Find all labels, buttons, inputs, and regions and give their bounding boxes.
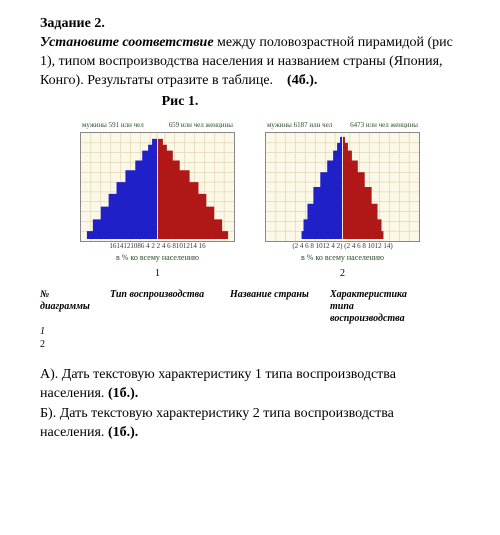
th2: Тип воспроизводства	[110, 289, 230, 325]
p1-female	[158, 139, 228, 239]
pyramid-1: мужины 591 илн чел 659 илн чел женцины 1…	[80, 121, 235, 280]
subtasks: А). Дать текстовую характеристику 1 типа…	[40, 366, 460, 444]
p1-male	[87, 139, 157, 239]
p1-num: 1	[80, 267, 235, 281]
table-header: № диаграммы Тип воспроизводства Название…	[40, 289, 460, 325]
task-b-pts: (1б.).	[108, 425, 138, 440]
p2-bottom: в % ко всему населению	[265, 253, 420, 264]
task-title: Задание 2.	[40, 15, 460, 34]
instr-bold: Установите соответствие	[40, 35, 214, 50]
th4-l2: типа	[330, 301, 440, 313]
figure-label: Рис 1.	[0, 93, 460, 112]
task-a: А). Дать текстовую характеристику 1 типа…	[40, 367, 396, 401]
th4-l1: Характеристика	[330, 289, 440, 301]
p2-top-right: 6473 илн чел женцины	[350, 121, 418, 130]
p1-canvas	[80, 132, 235, 242]
p1-bottom: в % ко всему населению	[80, 253, 235, 264]
p2-male	[302, 137, 342, 239]
pyramids-row: мужины 591 илн чел 659 илн чел женцины 1…	[40, 121, 460, 280]
p1-top-left: мужины 591 илн чел	[82, 121, 144, 130]
p1-top-right: 659 илн чел женцины	[169, 121, 233, 130]
table-row-1: 1	[40, 325, 460, 339]
th3: Название страны	[230, 289, 330, 325]
th4-l3: воспроизводства	[330, 313, 440, 325]
instruction: Установите соответствие между половозрас…	[40, 34, 460, 91]
p2-female	[343, 137, 383, 239]
p2-xaxis: (2 4 6 8 1012 4 2) (2 4 6 8 1012 14)	[265, 242, 420, 251]
th1-l2: диаграммы	[40, 301, 110, 313]
points-main: (4б.).	[287, 73, 317, 88]
p2-canvas	[265, 132, 420, 242]
pyramid-2: мужины 6187 илн чел 6473 илн чел женцины…	[265, 121, 420, 280]
p1-xaxis: 1614121086 4 2 2 4 6 8101214 16	[80, 242, 235, 251]
task-a-pts: (1б.).	[108, 386, 138, 401]
table-row-2: 2	[40, 338, 460, 352]
th1-l1: №	[40, 289, 110, 301]
p2-grid	[266, 133, 419, 241]
task-b: Б). Дать текстовую характеристику 2 типа…	[40, 406, 394, 440]
p2-top-left: мужины 6187 илн чел	[267, 121, 332, 130]
p2-num: 2	[265, 267, 420, 281]
